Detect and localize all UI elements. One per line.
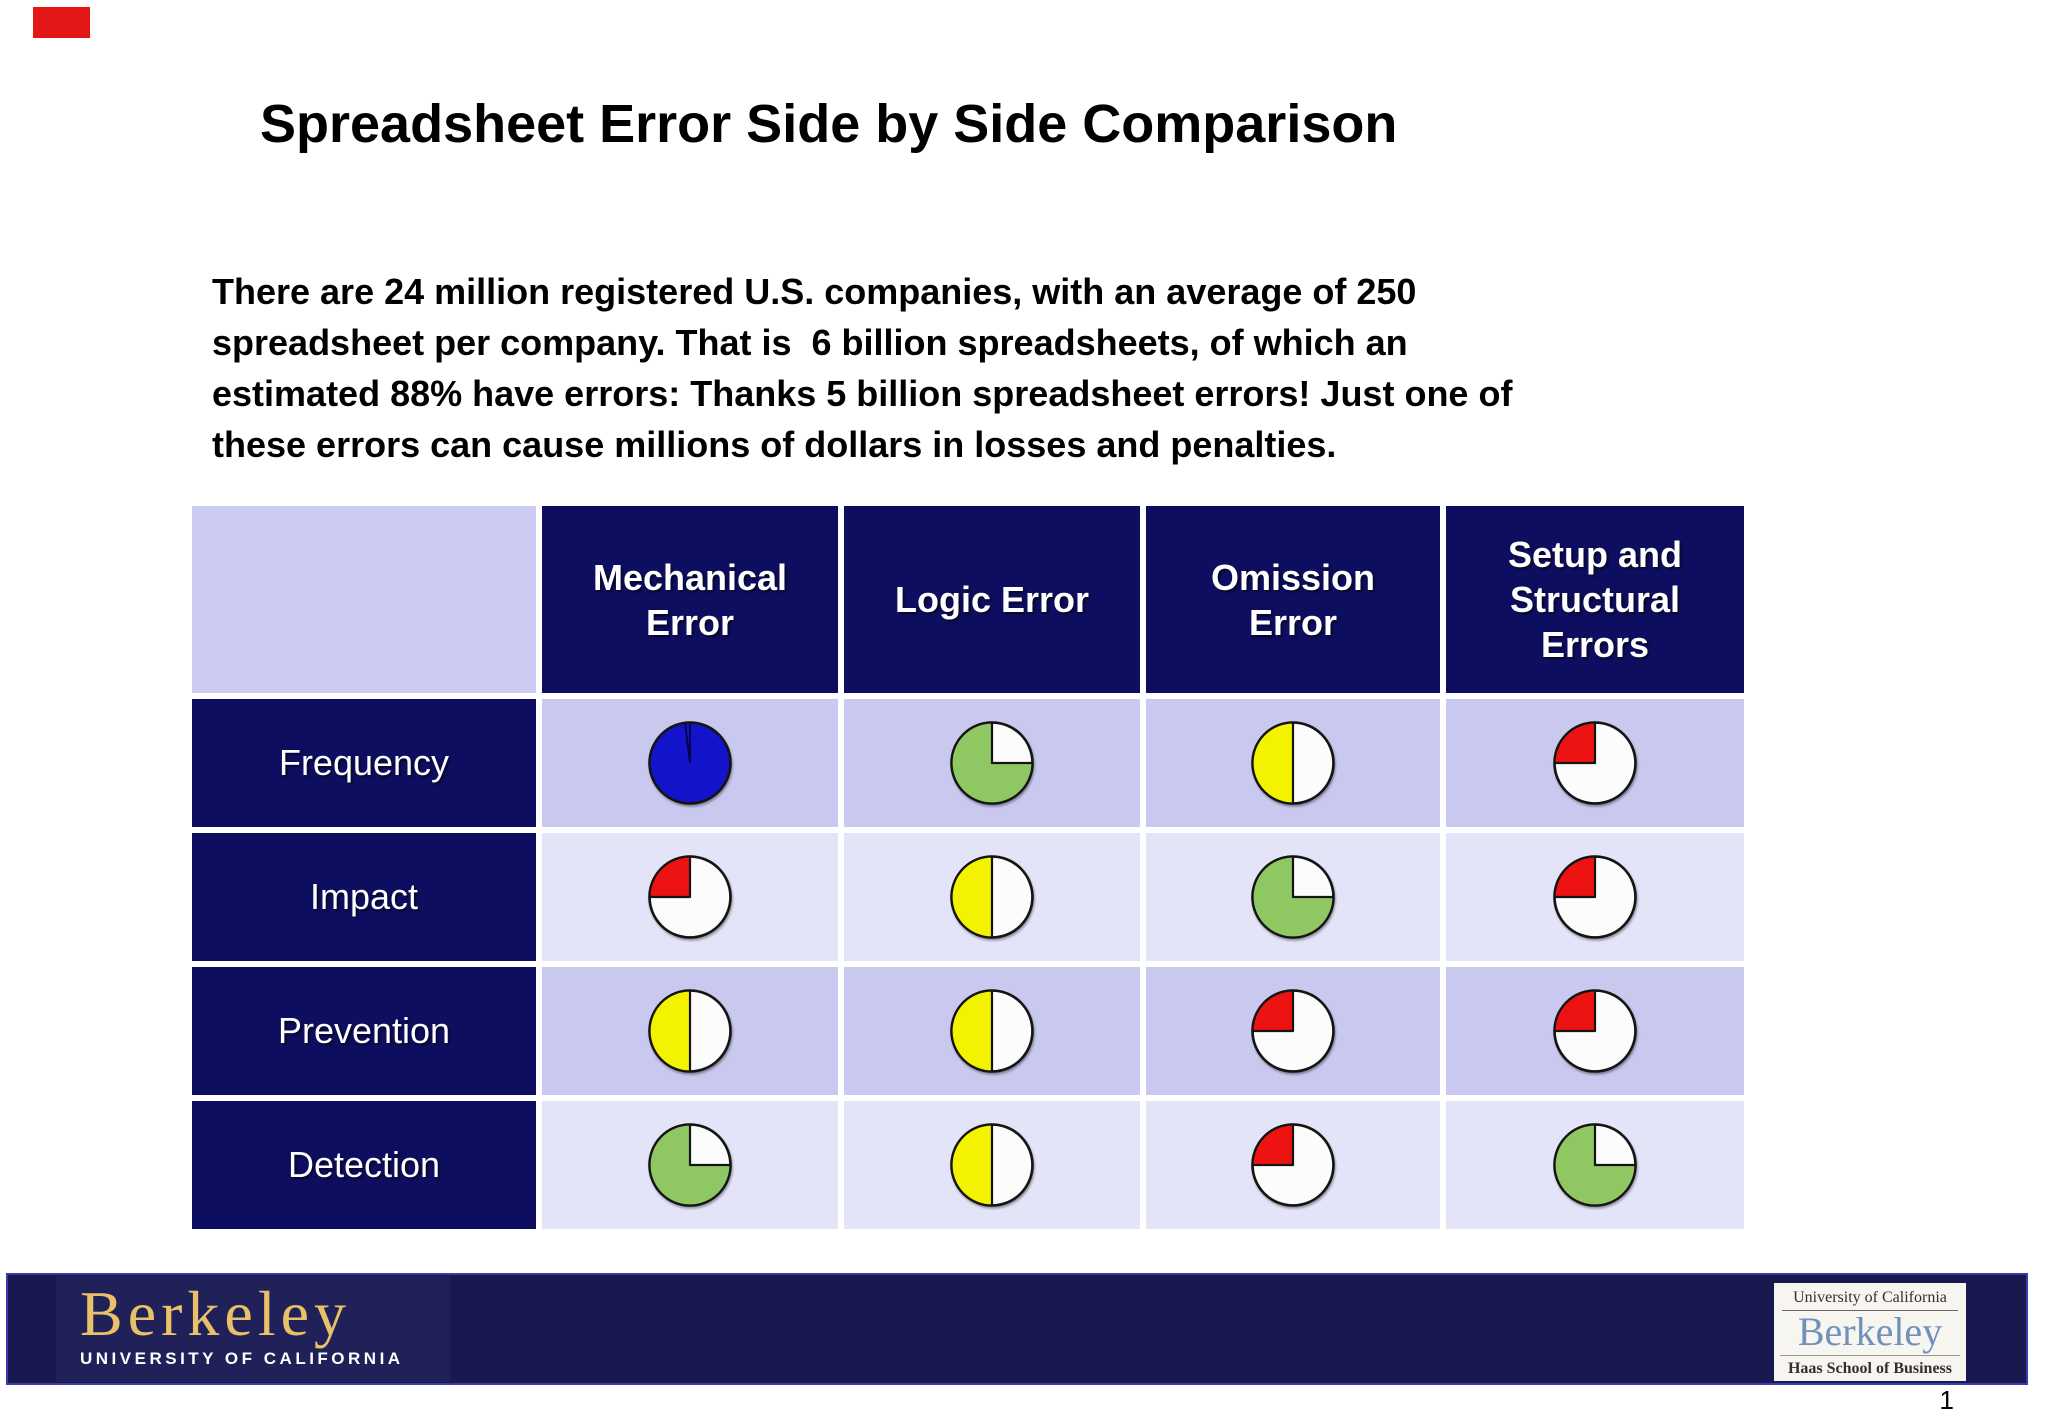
pie-cell-impact-logic-error [844, 833, 1140, 961]
pie-cell-prevention-omission-error [1146, 967, 1440, 1095]
comparison-table: Mechanical Error Logic Error Omission Erro… [192, 506, 1744, 1229]
table-corner-cell [192, 506, 536, 693]
haas-university-line: University of California [1782, 1288, 1958, 1312]
pie-cell-prevention-mechanical-error [542, 967, 838, 1095]
pie-cell-impact-mechanical-error [542, 833, 838, 961]
pie-prevention-logic-error-50pct [950, 989, 1034, 1073]
row-label-impact: Impact [192, 833, 536, 961]
pie-cell-detection-setup-and-structural-errors [1446, 1101, 1744, 1229]
intro-line-4: these errors can cause millions of dolla… [212, 424, 1337, 465]
pie-cell-frequency-mechanical-error [542, 699, 838, 827]
pie-prevention-omission-error-25pct [1251, 989, 1335, 1073]
pie-impact-omission-error-75pct [1251, 855, 1335, 939]
berkeley-logo: Berkeley UNIVERSITY OF CALIFORNIA [56, 1276, 450, 1382]
intro-line-3: estimated 88% have errors: Thanks 5 bill… [212, 373, 1513, 414]
pie-cell-impact-setup-and-structural-errors [1446, 833, 1744, 961]
pie-detection-logic-error-50pct [950, 1123, 1034, 1207]
intro-line-2: spreadsheet per company. That is 6 billi… [212, 322, 1408, 363]
pie-impact-logic-error-50pct [950, 855, 1034, 939]
haas-logo: University of California Berkeley Haas S… [1774, 1283, 1966, 1381]
intro-line-1: There are 24 million registered U.S. com… [212, 271, 1417, 312]
pie-prevention-setup-and-structural-errors-25pct [1553, 989, 1637, 1073]
pie-frequency-mechanical-error-100pct [648, 721, 732, 805]
pie-cell-prevention-logic-error [844, 967, 1140, 1095]
pie-cell-detection-omission-error [1146, 1101, 1440, 1229]
pie-cell-prevention-setup-and-structural-errors [1446, 967, 1744, 1095]
column-header-setup-and-structural-errors: Setup and Structural Errors [1446, 506, 1744, 693]
pie-cell-frequency-setup-and-structural-errors [1446, 699, 1744, 827]
row-label-frequency: Frequency [192, 699, 536, 827]
pie-impact-mechanical-error-25pct [648, 855, 732, 939]
pie-frequency-setup-and-structural-errors-25pct [1553, 721, 1637, 805]
red-marker [33, 7, 90, 38]
pie-detection-setup-and-structural-errors-75pct [1553, 1123, 1637, 1207]
pie-frequency-logic-error-75pct [950, 721, 1034, 805]
column-header-logic-error: Logic Error [844, 506, 1140, 693]
column-header-omission-error: Omission Error [1146, 506, 1440, 693]
pie-cell-detection-logic-error [844, 1101, 1140, 1229]
pie-cell-frequency-omission-error [1146, 699, 1440, 827]
haas-berkeley-line: Berkeley [1780, 1311, 1960, 1357]
pie-cell-frequency-logic-error [844, 699, 1140, 827]
haas-school-line: Haas School of Business [1787, 1360, 1953, 1378]
berkeley-wordmark: Berkeley [80, 1278, 351, 1349]
page-number: 1 [1939, 1385, 1954, 1415]
intro-paragraph: There are 24 million registered U.S. com… [212, 266, 1512, 470]
berkeley-subtitle: UNIVERSITY OF CALIFORNIA [80, 1349, 404, 1369]
row-label-detection: Detection [192, 1101, 536, 1229]
slide-title: Spreadsheet Error Side by Side Compariso… [260, 94, 1398, 154]
pie-detection-mechanical-error-75pct [648, 1123, 732, 1207]
footer-band: Berkeley UNIVERSITY OF CALIFORNIA Univer… [6, 1273, 2028, 1385]
column-header-mechanical-error: Mechanical Error [542, 506, 838, 693]
pie-detection-omission-error-25pct [1251, 1123, 1335, 1207]
pie-cell-impact-omission-error [1146, 833, 1440, 961]
pie-cell-detection-mechanical-error [542, 1101, 838, 1229]
pie-frequency-omission-error-50pct [1251, 721, 1335, 805]
pie-impact-setup-and-structural-errors-25pct [1553, 855, 1637, 939]
pie-prevention-mechanical-error-50pct [648, 989, 732, 1073]
row-label-prevention: Prevention [192, 967, 536, 1095]
